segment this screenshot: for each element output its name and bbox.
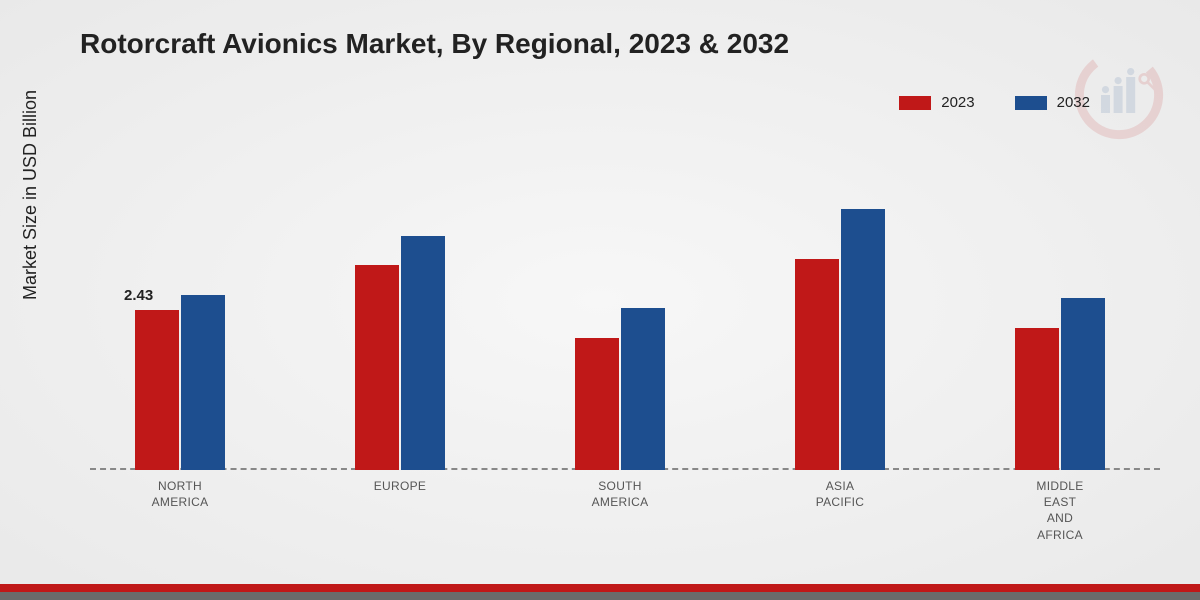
plot-area: 2.43: [90, 140, 1160, 470]
legend-item-2023: 2023: [899, 94, 974, 111]
bar-2023-asia_pacific: [795, 259, 839, 470]
chart-title: Rotorcraft Avionics Market, By Regional,…: [80, 28, 789, 60]
legend-swatch-2032: [1015, 96, 1047, 110]
bar-2032-asia_pacific: [841, 209, 885, 470]
legend-item-2032: 2032: [1015, 94, 1090, 111]
bar-group-europe: [340, 236, 460, 470]
bar-2023-meafrica: [1015, 328, 1059, 470]
bar-2023-north_america: [135, 310, 179, 470]
value-label-north_america-2023: 2.43: [124, 287, 153, 304]
chart-page: Rotorcraft Avionics Market, By Regional,…: [0, 0, 1200, 600]
footer-stripe: [0, 584, 1200, 600]
bar-group-meafrica: [1000, 298, 1120, 470]
bar-2032-south_america: [621, 308, 665, 470]
bar-group-south_america: [560, 308, 680, 470]
legend-swatch-2023: [899, 96, 931, 110]
bar-2023-europe: [355, 265, 399, 470]
legend-label-2023: 2023: [941, 94, 974, 111]
x-label-north_america: NORTHAMERICA: [120, 478, 240, 510]
x-label-asia_pacific: ASIAPACIFIC: [780, 478, 900, 510]
bar-2032-meafrica: [1061, 298, 1105, 470]
legend-label-2032: 2032: [1057, 94, 1090, 111]
bar-2023-south_america: [575, 338, 619, 470]
y-axis-label: Market Size in USD Billion: [20, 90, 41, 300]
legend: 2023 2032: [899, 94, 1090, 111]
bar-group-north_america: [120, 295, 240, 470]
x-label-south_america: SOUTHAMERICA: [560, 478, 680, 510]
bar-2032-north_america: [181, 295, 225, 470]
bar-group-asia_pacific: [780, 209, 900, 470]
bar-2032-europe: [401, 236, 445, 470]
footer-stripe-bottom: [0, 592, 1200, 600]
x-label-europe: EUROPE: [340, 478, 460, 494]
x-label-meafrica: MIDDLEEASTANDAFRICA: [1000, 478, 1120, 543]
footer-stripe-top: [0, 584, 1200, 592]
